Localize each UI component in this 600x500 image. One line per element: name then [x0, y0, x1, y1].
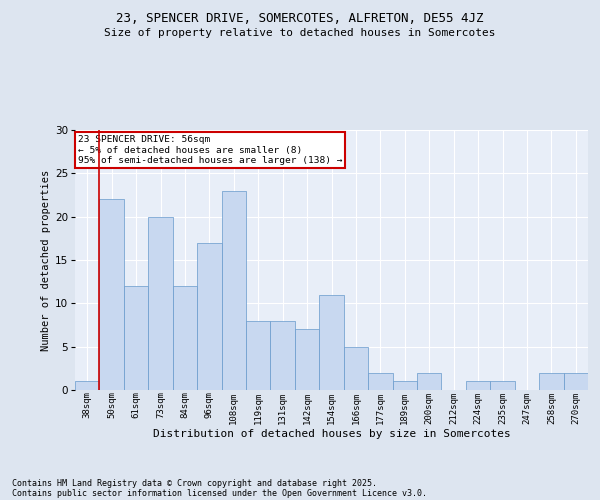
Bar — [490, 382, 515, 390]
Bar — [392, 382, 417, 390]
Bar — [197, 242, 221, 390]
Text: 23, SPENCER DRIVE, SOMERCOTES, ALFRETON, DE55 4JZ: 23, SPENCER DRIVE, SOMERCOTES, ALFRETON,… — [116, 12, 484, 26]
Bar — [124, 286, 148, 390]
Bar — [221, 190, 246, 390]
Bar — [148, 216, 173, 390]
Text: Contains public sector information licensed under the Open Government Licence v3: Contains public sector information licen… — [12, 488, 427, 498]
Text: Contains HM Land Registry data © Crown copyright and database right 2025.: Contains HM Land Registry data © Crown c… — [12, 478, 377, 488]
Bar — [417, 372, 442, 390]
Bar — [563, 372, 588, 390]
Bar — [246, 320, 271, 390]
Bar — [295, 330, 319, 390]
Bar — [75, 382, 100, 390]
Bar — [100, 200, 124, 390]
Bar — [466, 382, 490, 390]
Text: 23 SPENCER DRIVE: 56sqm
← 5% of detached houses are smaller (8)
95% of semi-deta: 23 SPENCER DRIVE: 56sqm ← 5% of detached… — [77, 135, 342, 165]
Bar — [319, 294, 344, 390]
Bar — [344, 346, 368, 390]
Bar — [173, 286, 197, 390]
X-axis label: Distribution of detached houses by size in Somercotes: Distribution of detached houses by size … — [152, 429, 511, 439]
Bar — [271, 320, 295, 390]
Bar — [539, 372, 563, 390]
Y-axis label: Number of detached properties: Number of detached properties — [41, 170, 50, 350]
Bar — [368, 372, 392, 390]
Text: Size of property relative to detached houses in Somercotes: Size of property relative to detached ho… — [104, 28, 496, 38]
